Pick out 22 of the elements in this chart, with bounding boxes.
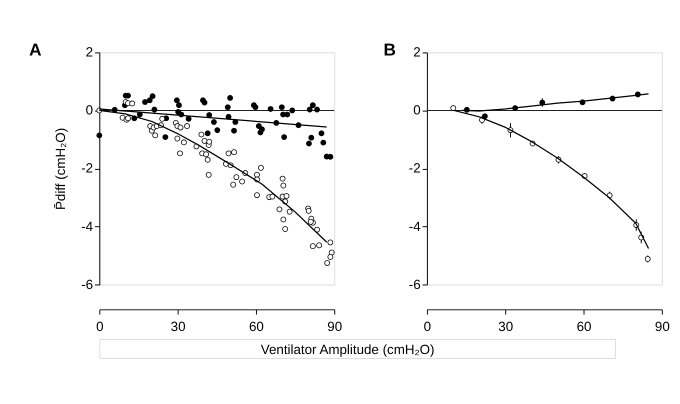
y-tick-label: 0 <box>413 102 421 118</box>
y-tick-label: -4 <box>81 218 94 234</box>
y-tick-label: -6 <box>408 276 421 292</box>
y-tick-label: 2 <box>86 44 94 60</box>
x-tick-label: 0 <box>96 318 104 334</box>
y-tick-label: 0 <box>86 102 94 118</box>
x-tick-label: 0 <box>424 318 432 334</box>
chart-title: A <box>29 39 42 60</box>
y-axis-title: P̄diff (cmH₂O) <box>52 128 68 210</box>
x-axis-title: Ventilator Amplitude (cmH₂O) <box>260 342 435 358</box>
x-tick-label: 90 <box>327 318 342 334</box>
x-tick-label: 60 <box>576 318 592 334</box>
y-tick-label: 2 <box>413 44 421 60</box>
chart-title: B <box>384 39 396 60</box>
x-tick-label: 90 <box>654 318 670 334</box>
y-tick-label: -4 <box>408 218 422 234</box>
x-tick-label: 60 <box>248 318 264 334</box>
x-tick-label: 30 <box>170 318 186 334</box>
x-tick-label: 30 <box>498 318 514 334</box>
y-tick-label: -6 <box>81 276 94 292</box>
y-tick-label: -2 <box>81 160 94 176</box>
y-tick-label: -2 <box>408 160 421 176</box>
